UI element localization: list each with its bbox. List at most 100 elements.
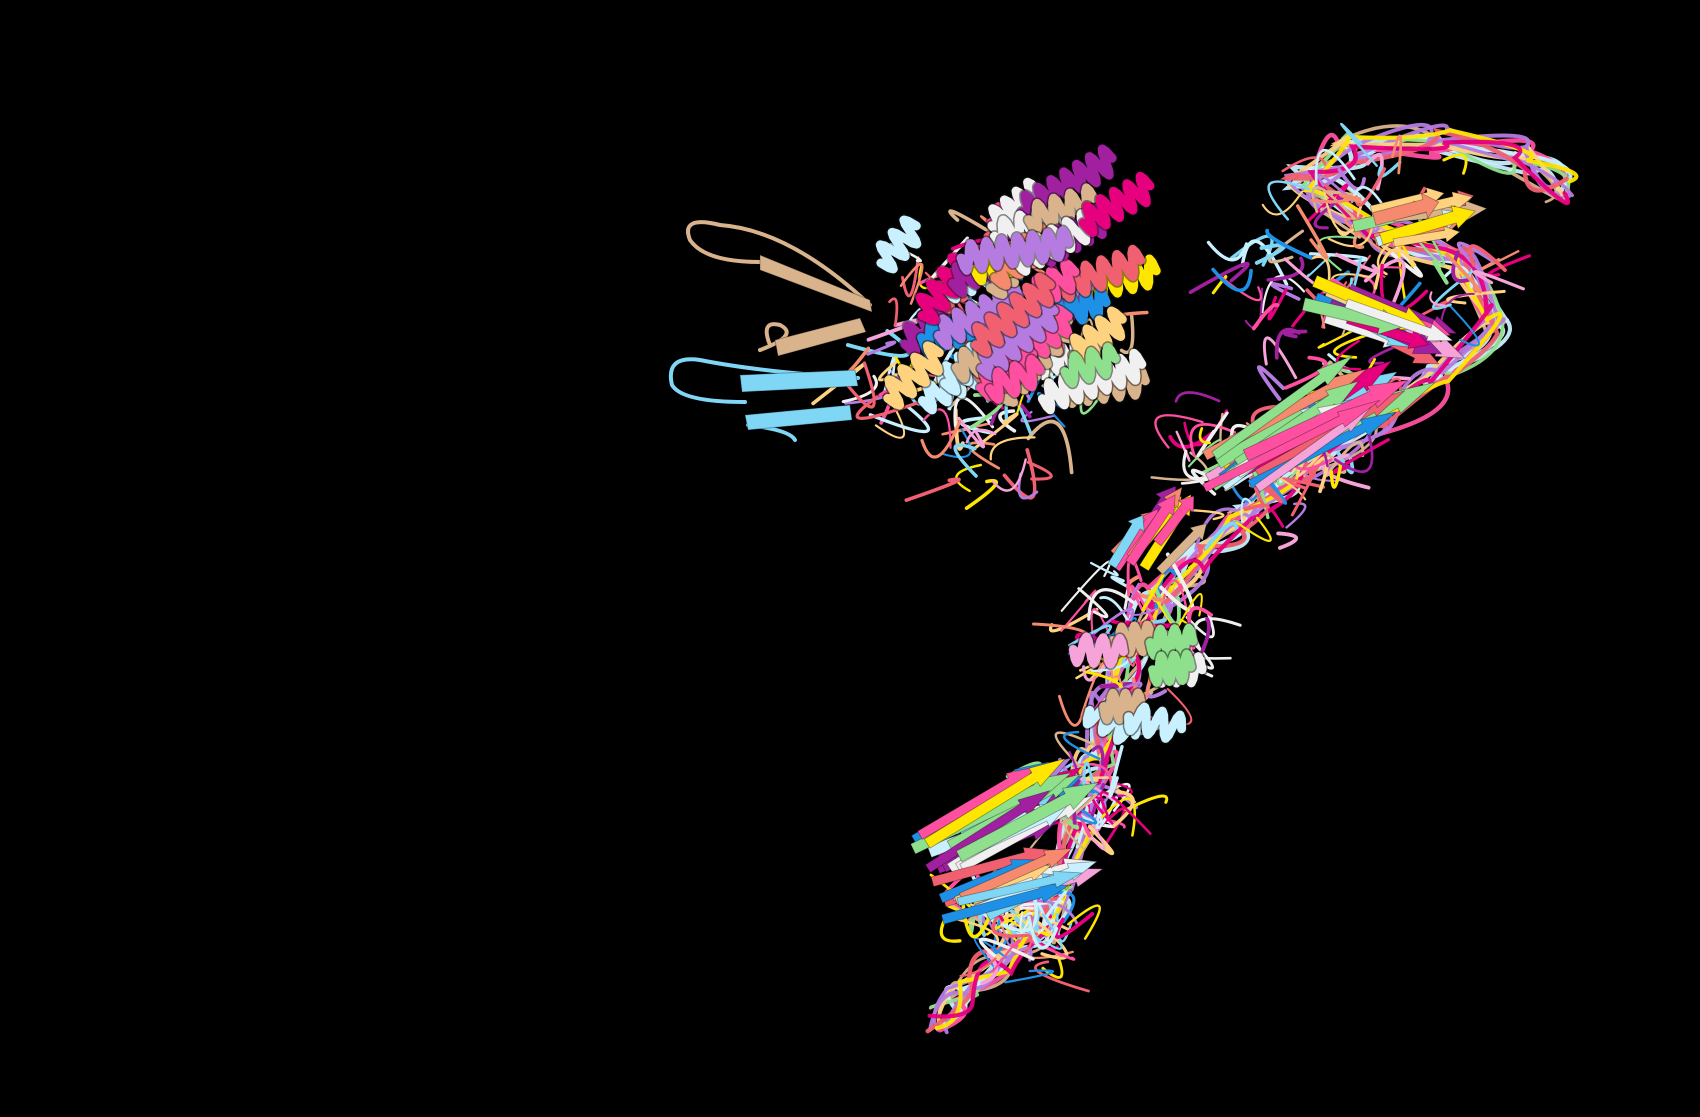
- coil-loop: [1172, 593, 1203, 637]
- left-hairpin-layer: [668, 220, 873, 442]
- alpha-helix: [1145, 623, 1198, 660]
- alpha-helix: [976, 298, 1059, 381]
- coil-loop: [1266, 256, 1305, 282]
- beta-strand-arrow: [958, 848, 1073, 903]
- coil-loop: [1211, 267, 1253, 292]
- coil-loop: [959, 957, 997, 978]
- coil-loop: [1442, 153, 1468, 175]
- alpha-helix: [1148, 649, 1196, 687]
- coil-loop: [1333, 332, 1371, 359]
- coil-loop: [1063, 730, 1101, 760]
- coil-loop: [1119, 314, 1135, 354]
- coil-loop: [1487, 254, 1531, 277]
- coil-loop: [1150, 451, 1209, 481]
- coil-loop: [1340, 123, 1378, 167]
- coil-loop: [1235, 516, 1272, 542]
- alpha-helix: [1124, 702, 1187, 743]
- alpha-helix: [1099, 688, 1146, 724]
- coil-loop: [904, 477, 961, 503]
- alpha-helix: [956, 226, 1073, 275]
- coil-loop: [1333, 434, 1374, 474]
- coil-loop: [1256, 365, 1286, 402]
- coil-loop: [1127, 582, 1158, 616]
- coil-loop: [1276, 531, 1299, 550]
- coil-loop: [1451, 250, 1471, 283]
- coil-loop: [971, 412, 1019, 452]
- coil-loop: [1329, 461, 1343, 489]
- coil-loop: [1473, 270, 1525, 291]
- coil-loop: [1446, 289, 1506, 305]
- coil-loop: [868, 405, 930, 434]
- coil-loop: [1168, 432, 1213, 449]
- coil-loop: [1429, 291, 1448, 307]
- alpha-helix: [1068, 306, 1127, 368]
- coil-loop: [992, 939, 1020, 973]
- coil-loop: [1468, 244, 1507, 272]
- coil-loop: [1314, 148, 1356, 185]
- coil-loop: [941, 428, 972, 459]
- coil-loop: [1174, 391, 1221, 403]
- coil-loop: [1187, 438, 1221, 468]
- alpha-helix: [883, 341, 944, 410]
- coil-loop: [1060, 589, 1097, 632]
- coil-loop: [1095, 807, 1126, 850]
- beta-strand-arrow: [1392, 225, 1461, 248]
- coil-loop: [920, 420, 962, 459]
- coil-loop: [1352, 230, 1365, 249]
- coil-loop: [978, 937, 1035, 961]
- coil-loop: [1261, 190, 1304, 216]
- coil-loop: [1295, 204, 1328, 260]
- beta-strand-arrow: [1107, 514, 1145, 569]
- coil-loop: [1204, 521, 1239, 550]
- beta-strand-arrow: [924, 789, 1051, 874]
- coil-loop: [1373, 248, 1417, 290]
- coil-loop: [1269, 282, 1301, 301]
- coil-loop: [1317, 329, 1355, 349]
- coil-loop: [1262, 336, 1298, 380]
- coil-loop: [1054, 911, 1095, 939]
- coil-loop: [1108, 744, 1124, 798]
- beta-strand-arrow: [1211, 355, 1354, 461]
- coil-loop: [1240, 497, 1252, 523]
- coil-loop: [1335, 339, 1362, 371]
- coil-loop: [1240, 503, 1270, 534]
- alpha-helix: [1060, 342, 1120, 388]
- coil-loop: [1189, 423, 1237, 457]
- beta-strand-arrow: [923, 757, 1067, 849]
- coil-loop: [1188, 261, 1250, 295]
- coil-loop: [922, 408, 952, 449]
- coil-loop: [1432, 259, 1449, 285]
- beta-strand-arrow: [955, 782, 1100, 863]
- hairpin-strand: [739, 369, 859, 393]
- coil-loop: [1100, 797, 1137, 837]
- beta-strand-arrow: [940, 883, 1071, 925]
- beta-strand-arrow: [1344, 298, 1454, 342]
- coil-loop: [1338, 193, 1363, 204]
- alpha-helix: [934, 280, 1024, 350]
- coil-loop: [980, 951, 998, 986]
- alpha-helix: [971, 272, 1055, 357]
- coil-loop: [1440, 292, 1475, 329]
- coil-loop: [1251, 302, 1280, 331]
- coil-loop: [1082, 661, 1110, 682]
- coil-loop: [846, 361, 876, 409]
- coil-loop: [1099, 790, 1152, 835]
- coil-loop: [1154, 414, 1204, 449]
- alpha-helix: [875, 215, 922, 274]
- coil-loop: [1026, 419, 1074, 475]
- beta-strand-arrow: [1125, 494, 1176, 567]
- coil-loop: [1084, 816, 1106, 851]
- alpha-helix: [1078, 171, 1155, 237]
- coil-loop: [1337, 167, 1366, 191]
- hairpin-strand: [759, 254, 873, 313]
- coil-loop: [1206, 240, 1249, 262]
- coil-loop: [1281, 477, 1325, 490]
- beta-strand-arrow: [1152, 495, 1195, 547]
- beta-strand-arrow: [956, 870, 1084, 907]
- coil-loop: [1274, 327, 1301, 360]
- coil-loop: [965, 428, 997, 444]
- coil-loop: [1334, 252, 1380, 274]
- coil-loop: [1114, 782, 1133, 798]
